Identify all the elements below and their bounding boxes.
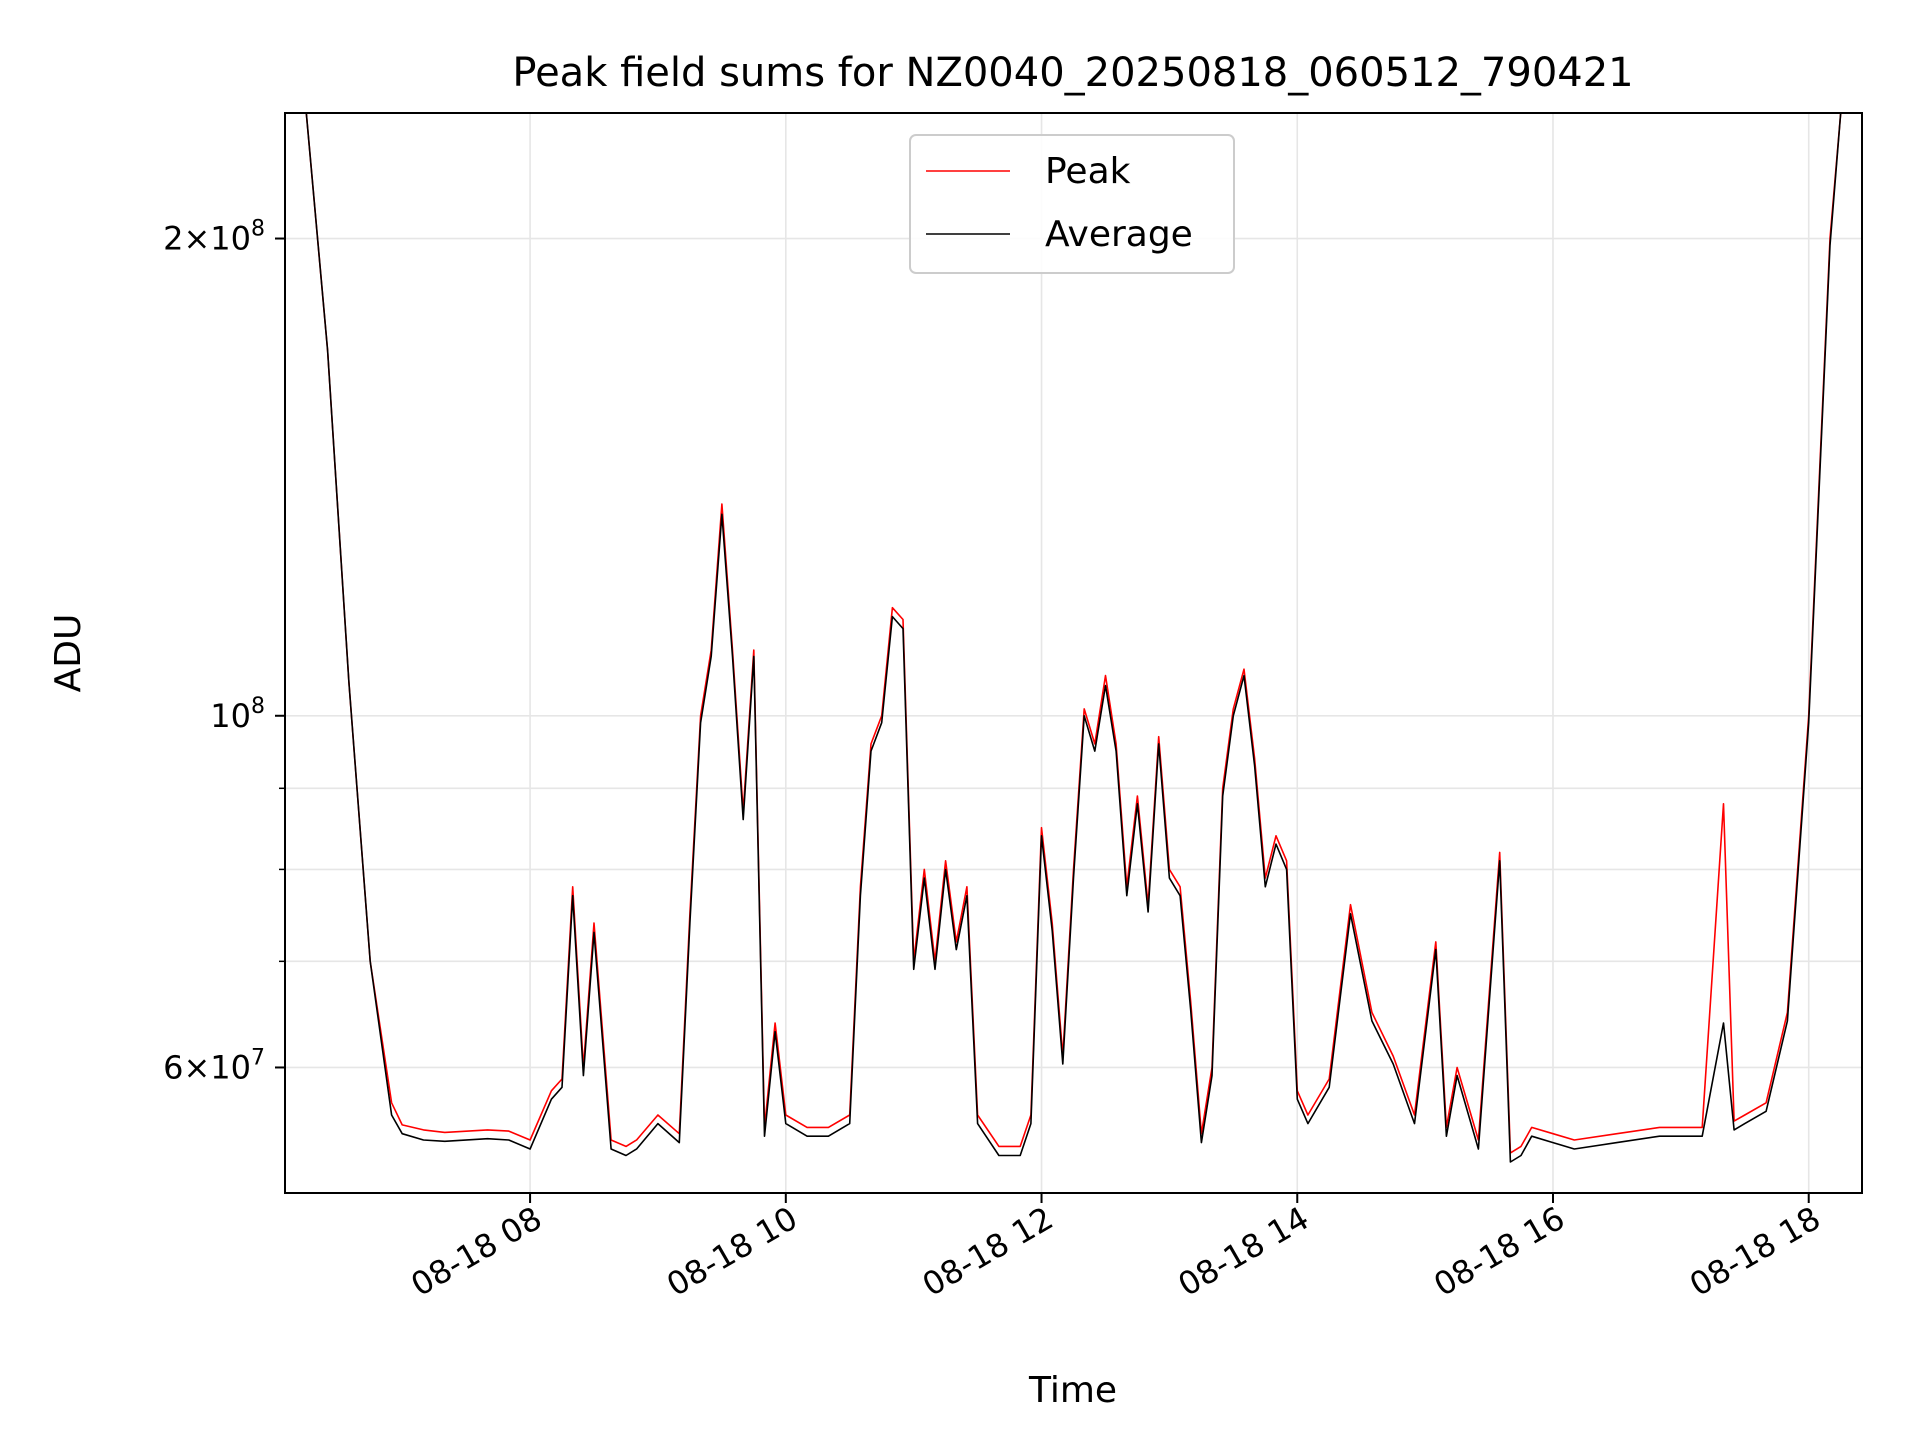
y-tick-exponent: 8 — [251, 217, 265, 242]
y-tick-label: 6×107 — [163, 1045, 265, 1086]
y-tick-label: 108 — [210, 694, 265, 735]
legend-label-average: Average — [1045, 214, 1193, 255]
series-line-average — [285, 113, 1862, 1163]
legend-box — [909, 134, 1235, 274]
y-tick-label: 2×108 — [163, 217, 265, 258]
legend: Peak Average — [909, 134, 1235, 274]
y-tick-exponent: 8 — [251, 694, 265, 719]
y-tick-mantissa: 2× — [163, 220, 210, 258]
series-lines — [285, 113, 1862, 1163]
plot-frame — [284, 112, 1863, 1194]
y-axis: 6×107 108 2×108 — [163, 217, 285, 1086]
y-tick-mantissa: 6× — [163, 1048, 210, 1086]
legend-label-peak: Peak — [1045, 151, 1131, 192]
chart-title: Peak field sums for NZ0040_20250818_0605… — [512, 50, 1633, 96]
x-axis-label: Time — [1028, 1370, 1117, 1411]
y-axis-label: ADU — [48, 614, 89, 693]
y-tick-exponent: 7 — [251, 1045, 265, 1070]
